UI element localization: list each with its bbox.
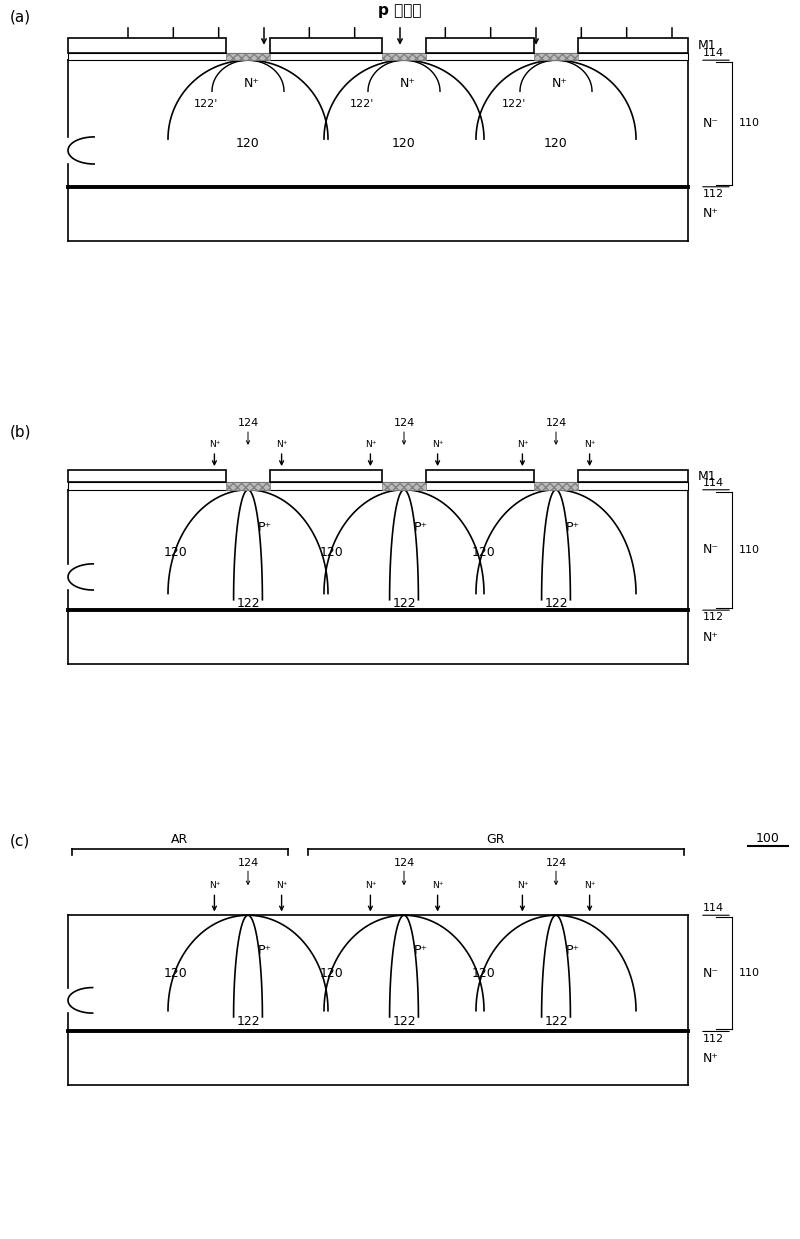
Bar	[426, 470, 534, 482]
Text: P⁺: P⁺	[566, 520, 580, 534]
Text: P⁺: P⁺	[414, 520, 428, 534]
Bar	[68, 482, 688, 489]
Text: P⁺: P⁺	[258, 520, 272, 534]
Text: 122: 122	[236, 1015, 260, 1027]
Text: 114: 114	[702, 478, 723, 488]
Text: N⁺: N⁺	[209, 881, 220, 890]
Text: (b): (b)	[10, 424, 31, 439]
Text: p 型杂质: p 型杂质	[378, 2, 422, 17]
Bar	[578, 470, 688, 482]
Bar	[382, 53, 426, 61]
Text: N⁺: N⁺	[702, 631, 718, 643]
Bar	[226, 53, 270, 61]
Text: N⁺: N⁺	[517, 440, 528, 449]
Text: 120: 120	[392, 138, 416, 150]
Text: GR: GR	[486, 833, 506, 845]
Text: 122': 122'	[194, 99, 218, 109]
Text: 120: 120	[472, 966, 496, 980]
Text: N⁺: N⁺	[209, 440, 220, 449]
Bar	[270, 38, 382, 53]
Text: 112: 112	[702, 612, 723, 622]
Text: N⁺: N⁺	[584, 881, 595, 890]
Text: 110: 110	[738, 545, 759, 555]
Text: 122': 122'	[350, 99, 374, 109]
Text: 114: 114	[702, 48, 723, 58]
Bar	[68, 53, 688, 61]
Text: AR: AR	[171, 833, 189, 845]
Text: 122: 122	[392, 597, 416, 611]
Text: N⁺: N⁺	[517, 881, 528, 890]
Text: N⁻: N⁻	[702, 544, 718, 556]
Text: N⁺: N⁺	[244, 77, 260, 89]
Text: 122: 122	[544, 1015, 568, 1027]
Bar	[578, 38, 688, 53]
Text: N⁺: N⁺	[584, 440, 595, 449]
Text: 122: 122	[392, 1015, 416, 1027]
Text: 124: 124	[394, 857, 414, 867]
Text: 120: 120	[472, 545, 496, 559]
Text: 112: 112	[702, 1033, 723, 1043]
Text: N⁺: N⁺	[432, 881, 443, 890]
Text: N⁺: N⁺	[702, 1052, 718, 1066]
Text: 110: 110	[738, 119, 759, 129]
Bar	[426, 38, 534, 53]
Text: 124: 124	[238, 419, 258, 429]
Text: N⁻: N⁻	[702, 966, 718, 980]
Text: 112: 112	[702, 188, 723, 198]
Text: N⁺: N⁺	[552, 77, 568, 89]
Text: N⁺: N⁺	[702, 207, 718, 221]
Bar	[270, 470, 382, 482]
Text: 110: 110	[738, 969, 759, 979]
Text: N⁺: N⁺	[365, 881, 376, 890]
Text: 120: 120	[320, 966, 344, 980]
Text: 120: 120	[236, 138, 260, 150]
Text: P⁺: P⁺	[258, 944, 272, 957]
Bar	[68, 38, 226, 53]
Text: N⁺: N⁺	[276, 440, 287, 449]
Text: 124: 124	[238, 857, 258, 867]
Text: 124: 124	[394, 419, 414, 429]
Bar	[382, 482, 426, 489]
Text: N⁺: N⁺	[276, 881, 287, 890]
Text: 114: 114	[702, 903, 723, 913]
Text: 122: 122	[544, 597, 568, 611]
Bar	[534, 53, 578, 61]
Text: 122: 122	[236, 597, 260, 611]
Text: 124: 124	[546, 857, 566, 867]
Text: (c): (c)	[10, 833, 30, 847]
Text: P⁺: P⁺	[414, 944, 428, 957]
Text: N⁺: N⁺	[432, 440, 443, 449]
Text: 120: 120	[544, 138, 568, 150]
Text: P⁺: P⁺	[566, 944, 580, 957]
Text: (a): (a)	[10, 9, 30, 24]
Text: 100: 100	[756, 831, 780, 845]
Text: 120: 120	[164, 966, 188, 980]
Text: N⁺: N⁺	[365, 440, 376, 449]
Text: M1: M1	[698, 38, 716, 52]
Text: 120: 120	[320, 545, 344, 559]
Bar	[534, 482, 578, 489]
Text: M1: M1	[698, 470, 716, 482]
Bar	[68, 470, 226, 482]
Text: 122': 122'	[502, 99, 526, 109]
Bar	[226, 482, 270, 489]
Text: N⁻: N⁻	[702, 116, 718, 130]
Text: N⁺: N⁺	[400, 77, 416, 89]
Text: 120: 120	[164, 545, 188, 559]
Text: 124: 124	[546, 419, 566, 429]
